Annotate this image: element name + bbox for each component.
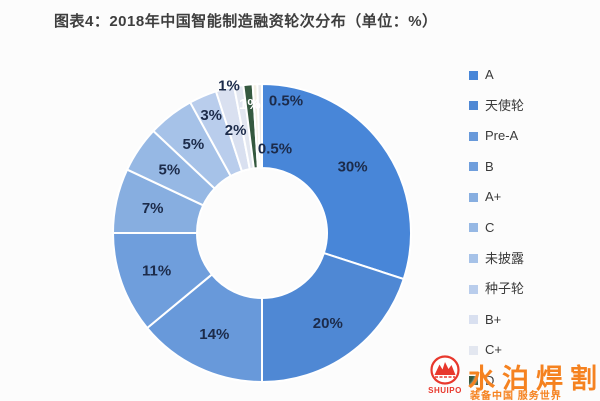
slice-label-Pre-A: 14% xyxy=(199,326,229,343)
legend-label: C xyxy=(485,219,495,235)
legend-label: D xyxy=(485,372,495,388)
legend-swatch-icon xyxy=(469,70,478,80)
legend-item-B: B xyxy=(469,158,524,174)
slice-label-A+: 7% xyxy=(142,200,164,217)
legend-swatch-icon xyxy=(469,101,478,111)
legend: A 天使轮 Pre-A B A+ C 未披露种子轮 B+ C+ D xyxy=(469,68,524,401)
pie-slice-A xyxy=(261,82,412,281)
slice-label-C: 5% xyxy=(159,162,181,179)
legend-swatch-icon xyxy=(469,315,478,325)
watermark-latin-text: SHUIPO xyxy=(428,386,462,395)
slice-label-B: 11% xyxy=(142,262,171,279)
slice-label-种子轮: 3% xyxy=(200,107,222,124)
slice-label-未披露: 5% xyxy=(183,136,205,153)
legend-swatch-icon xyxy=(469,345,478,355)
slice-label-A: 30% xyxy=(338,159,368,176)
legend-swatch-icon xyxy=(469,284,478,294)
slice-label-unlabeled-11: 0.5% xyxy=(269,93,303,110)
legend-swatch-icon xyxy=(469,376,478,386)
legend-item-C+: C+ xyxy=(469,343,524,357)
legend-swatch-icon xyxy=(469,131,478,141)
legend-item-A+: A+ xyxy=(469,190,524,204)
legend-swatch-icon xyxy=(469,223,478,233)
legend-label: B+ xyxy=(485,311,502,327)
legend-swatch-icon xyxy=(469,254,478,264)
legend-label: Pre-A xyxy=(485,128,519,144)
legend-item-C: C xyxy=(469,219,524,235)
legend-label: 未披露 xyxy=(485,250,525,266)
legend-item-天使轮: 天使轮 xyxy=(469,97,525,113)
legend-label: 天使轮 xyxy=(485,97,525,113)
slice-label-天使轮: 20% xyxy=(313,315,343,332)
slice-label-B+: 2% xyxy=(225,122,247,139)
legend-label: C+ xyxy=(485,342,502,358)
legend-item-A: A xyxy=(469,68,524,82)
shuipo-emblem-icon xyxy=(430,355,460,385)
watermark-brand-text: 水泊焊割 xyxy=(468,364,600,394)
watermark-slogan-text: 装备中国 服务世界 xyxy=(470,391,562,401)
legend-label: B xyxy=(485,158,494,174)
slice-label-D: 1% xyxy=(239,96,261,113)
pie-slice-unlabeled-12 xyxy=(256,82,263,170)
legend-swatch-icon xyxy=(469,192,478,202)
legend-item-Pre-A: Pre-A xyxy=(469,129,524,143)
watermark-logo: SHUIPO 水泊焊割 装备中国 服务世界 xyxy=(426,353,600,401)
slice-label-unlabeled-12: 0.5% xyxy=(258,141,292,158)
slice-label-C+: 1% xyxy=(218,78,240,95)
chart-title: 图表4：2018年中国智能制造融资轮次分布（单位：%） xyxy=(54,13,438,30)
legend-label: A xyxy=(485,67,494,82)
pie-slice-天使轮 xyxy=(261,251,405,384)
legend-swatch-icon xyxy=(469,162,478,172)
legend-label: A+ xyxy=(485,189,502,205)
legend-label: 种子轮 xyxy=(485,281,525,297)
legend-item-未披露: 未披露 xyxy=(469,250,525,266)
legend-item-种子轮: 种子轮 xyxy=(469,282,524,296)
legend-item-D: D xyxy=(469,372,524,388)
legend-item-B+: B+ xyxy=(469,311,524,327)
